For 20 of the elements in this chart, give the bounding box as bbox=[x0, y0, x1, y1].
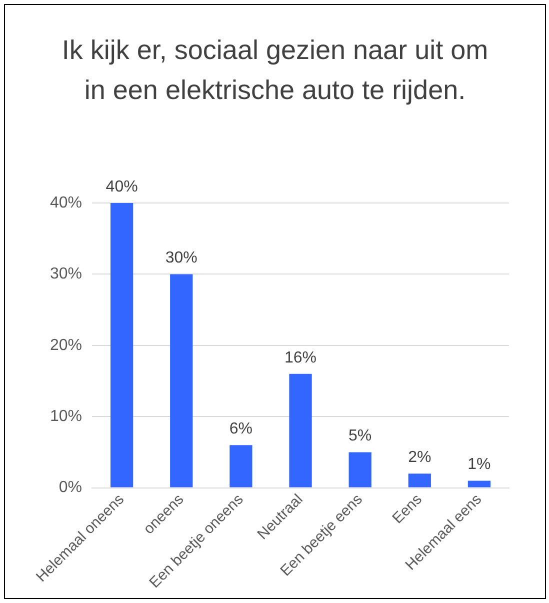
y-tick-label: 40% bbox=[50, 194, 82, 212]
data-label: 40% bbox=[106, 178, 138, 196]
bar bbox=[348, 452, 372, 488]
bar bbox=[408, 474, 431, 488]
data-label: 5% bbox=[348, 428, 372, 445]
bar bbox=[170, 274, 193, 488]
y-tick-label: 30% bbox=[50, 266, 82, 283]
bar bbox=[289, 374, 312, 488]
bar bbox=[230, 445, 252, 488]
data-label: 6% bbox=[229, 420, 253, 438]
data-label: 1% bbox=[468, 456, 491, 474]
data-label: 16% bbox=[284, 349, 317, 366]
y-tick-label: 20% bbox=[50, 336, 82, 354]
y-tick-label: 0% bbox=[58, 479, 82, 496]
chart-title: Ik kijk er, sociaal gezien naar uit om in een elektrische auto te rijden. bbox=[60, 34, 490, 107]
bar bbox=[468, 480, 491, 488]
bar bbox=[110, 203, 134, 488]
data-label: 30% bbox=[165, 250, 198, 267]
y-tick-label: 10% bbox=[50, 408, 82, 426]
data-label: 2% bbox=[408, 448, 432, 466]
